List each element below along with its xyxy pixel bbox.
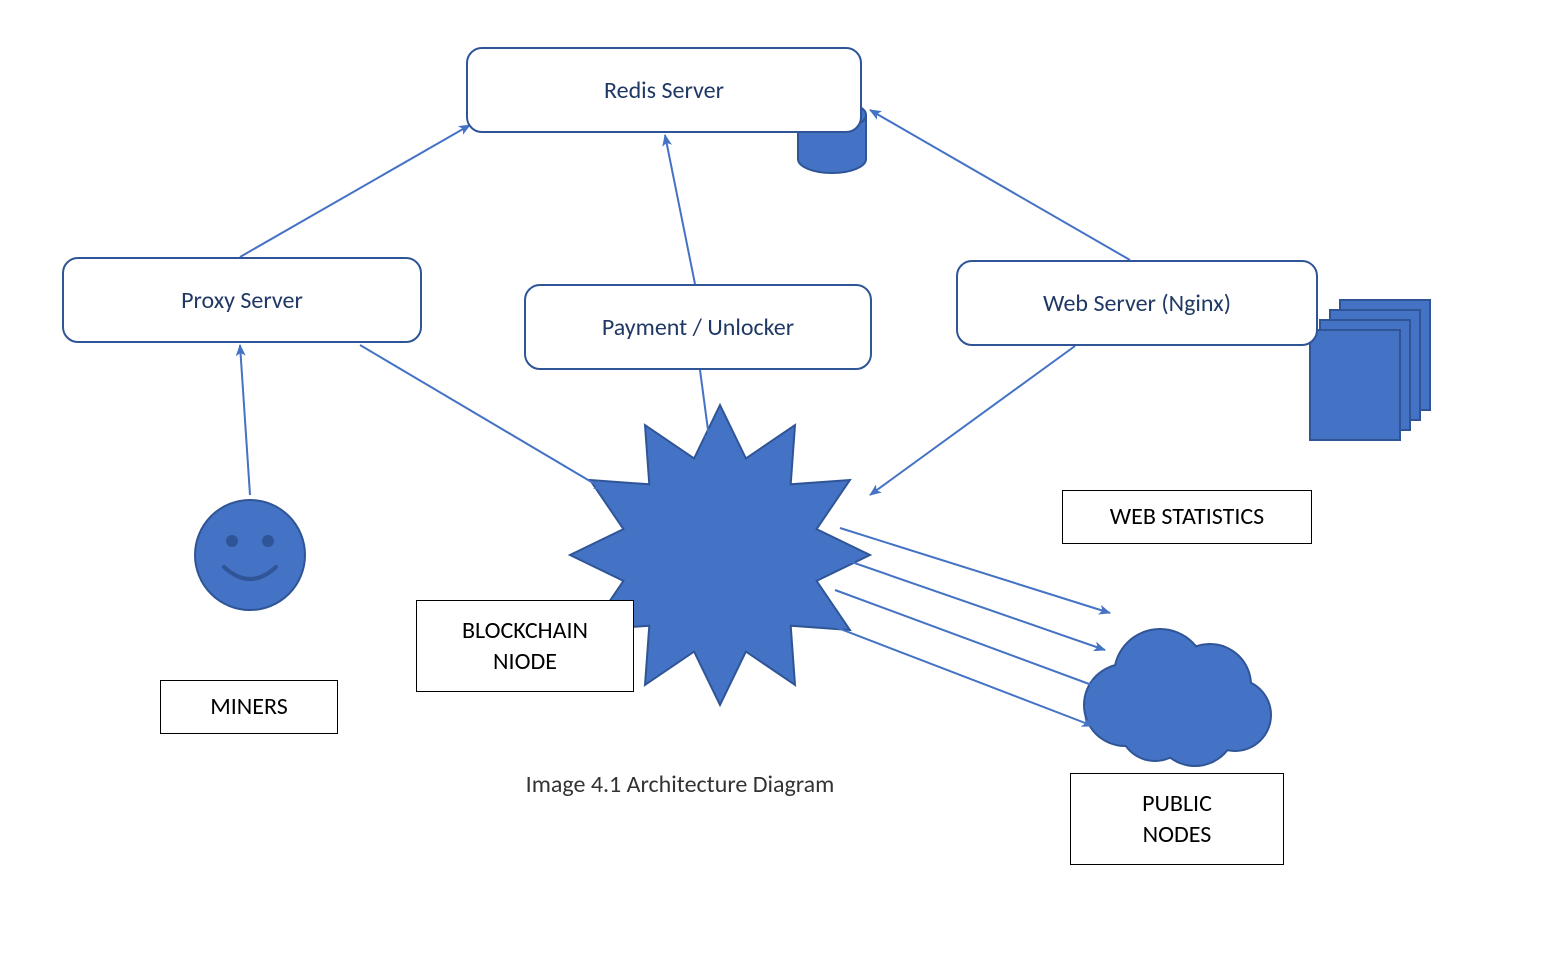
document-stack-icon (1340, 300, 1430, 410)
smiley-icon (195, 500, 305, 610)
label-webstats-text: WEB STATISTICS (1110, 501, 1264, 532)
node-redis: Redis Server (466, 47, 862, 133)
edge-proxy-top-redis-left (240, 125, 470, 257)
edge-web-bl-star-tr (870, 346, 1075, 495)
node-redis-label: Redis Server (604, 76, 724, 105)
edge-smiley-top-proxy-bottom (240, 345, 250, 495)
edge-star-r2-cloud-2 (840, 558, 1105, 650)
node-payment: Payment / Unlocker (524, 284, 872, 370)
edge-star-r3-cloud-3 (835, 590, 1100, 688)
node-proxy-label: Proxy Server (181, 286, 303, 315)
label-miners: MINERS (160, 680, 338, 734)
label-blockchain-text: BLOCKCHAINNIODE (462, 615, 588, 677)
node-web: Web Server (Nginx) (956, 260, 1318, 346)
cloud-icon (1083, 628, 1272, 767)
node-payment-label: Payment / Unlocker (602, 313, 794, 342)
diagram-svg (0, 0, 1543, 974)
label-blockchain: BLOCKCHAINNIODE (416, 600, 634, 692)
node-proxy: Proxy Server (62, 257, 422, 343)
label-public: PUBLICNODES (1070, 773, 1284, 865)
edge-web-top-redis-right (870, 110, 1130, 260)
edge-payment-b-star-top (700, 370, 710, 445)
edge-star-r4-cloud-4 (830, 625, 1093, 726)
document-stack-icon (1320, 320, 1410, 430)
edge-payment-top-redis-bottom (665, 135, 695, 284)
label-webstats: WEB STATISTICS (1062, 490, 1312, 544)
document-stack-icon (1310, 330, 1400, 440)
label-miners-text: MINERS (210, 691, 288, 722)
label-public-text: PUBLICNODES (1142, 788, 1212, 850)
document-stack-icon (1330, 310, 1420, 420)
caption-text: Image 4.1 Architecture Diagram (526, 770, 835, 799)
diagram-stage: Redis Server Proxy Server Payment / Unlo… (0, 0, 1543, 974)
diagram-caption: Image 4.1 Architecture Diagram (460, 770, 900, 799)
node-web-label: Web Server (Nginx) (1043, 289, 1231, 318)
